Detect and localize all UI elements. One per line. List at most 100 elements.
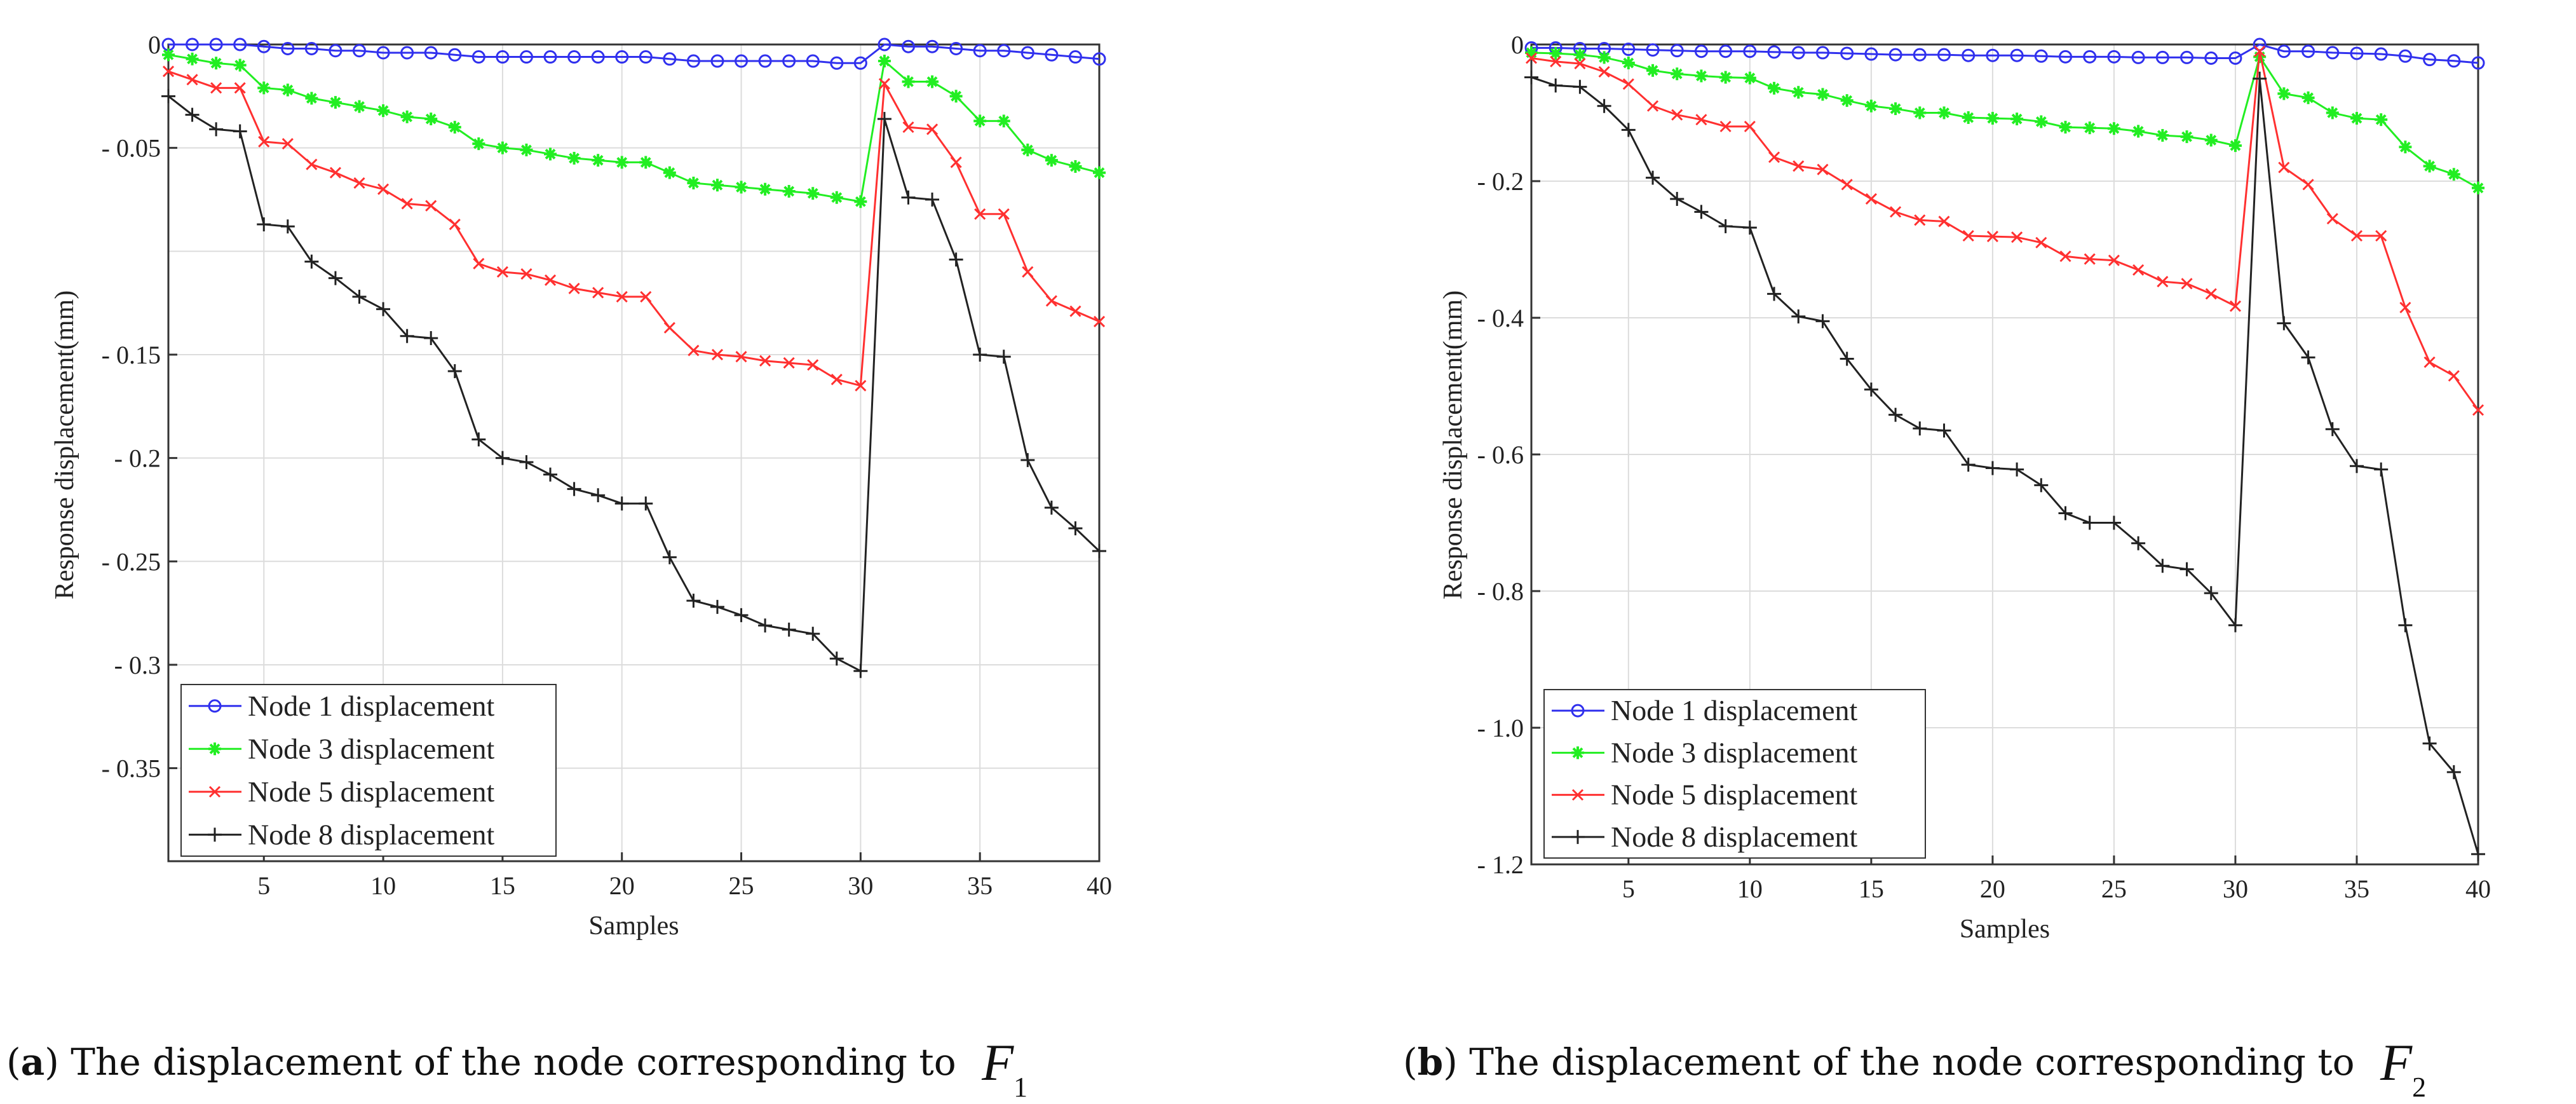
chart-a-series-3-point-17 [544, 274, 557, 286]
chart-a-series-4-point-9 [352, 289, 367, 304]
chart-a-series-2-point-17-d2 [545, 149, 556, 160]
chart-a-series-3-point-22 [663, 322, 675, 334]
chart-b-series-2-point-7-d2 [1671, 68, 1683, 79]
chart-b-series-2-point-6 [1646, 64, 1660, 77]
chart-b-series-1-point-30 [2228, 51, 2242, 65]
chart-a-series-2-point-29 [830, 191, 843, 204]
chart-a-series-2-point-28 [806, 187, 820, 200]
chart-a-ylabel: Response displacement(mm) [50, 290, 79, 599]
chart-b-series-2-point-36-d2 [2375, 114, 2387, 125]
chart-b-series-2-point-20-d2 [1987, 112, 1998, 124]
chart-b-legend-entry-2: Node 3 displacement [1552, 736, 1858, 768]
chart-b-series-4-point-4 [1597, 99, 1611, 113]
chart-b-series-4-point-3 [1573, 79, 1587, 94]
chart-b-series-2-point-21-d2 [2011, 113, 2023, 125]
chart-a-series-4-point-12 [424, 331, 438, 345]
chart-a-series-2-point-10-d2 [377, 105, 389, 116]
chart-a-series-3-point-8-d2 [329, 167, 342, 179]
chart-a-series-2-point-21-d2 [640, 157, 651, 168]
chart-b-series-2-point-12 [1792, 86, 1805, 99]
chart-b-series-3-point-21-d2 [2011, 231, 2023, 243]
chart-b-series-1-point-38 [2423, 53, 2437, 67]
chart-a-series-2-point-40 [1093, 166, 1106, 179]
chart-a-series-3-point-24 [711, 348, 724, 361]
chart-b-series-3-point-36-d2 [2375, 229, 2387, 242]
chart-a-legend-marker-4 [208, 828, 222, 842]
chart-a-series-1-point-25 [735, 54, 749, 68]
chart-a-series-3-point-33-d2 [926, 123, 939, 135]
chart-b-series-2-point-3-d2 [1574, 49, 1585, 60]
caption-b: (b) The displacement of the node corresp… [1403, 1033, 2426, 1103]
chart-a-legend-marker-2 [208, 742, 221, 756]
chart-b-series-1-point-29 [2204, 51, 2218, 65]
chart-b-series-4-point-39 [2446, 765, 2461, 779]
chart-a-series-3-point-35-d2 [974, 208, 986, 220]
chart-b-series-2-point-9 [1719, 71, 1732, 84]
chart-b-xlabel: Samples [1960, 915, 2050, 944]
chart-a-series-4-point-31 [877, 112, 891, 126]
chart-b-series-3-line [1531, 51, 2479, 411]
chart-b-series-4-point-18 [1937, 423, 1951, 438]
chart-b-series-1-point-18 [1937, 48, 1951, 62]
chart-b-series-3-point-23 [2059, 250, 2071, 262]
chart-b-series-3-point-36 [2375, 229, 2387, 242]
chart-a-series-2-point-20 [615, 156, 628, 169]
chart-a-series-2-point-14-d2 [473, 138, 484, 149]
chart-a-series-3-point-21-d2 [640, 290, 652, 303]
chart-b-series-4-point-27 [2155, 559, 2170, 573]
chart-a-series-3-point-24-d2 [711, 348, 724, 361]
chart-b-legend-box [1543, 689, 1926, 859]
chart-b-series-3-point-39 [2448, 370, 2460, 382]
chart-a-series-4-point-40 [1092, 544, 1106, 559]
chart-b-series-4-point-34 [2325, 422, 2340, 437]
chart-b-series-3-point-22-d2 [2035, 236, 2047, 249]
chart-a-series-3-point-30-d2 [855, 379, 867, 392]
chart-b-series-1-point-15 [1864, 47, 1878, 61]
chart-b-series-4-point-30 [2228, 618, 2242, 632]
chart-b-series-4-point-10 [1742, 221, 1757, 235]
chart-b-series-3-point-3-d2 [1574, 58, 1586, 70]
chart-a-series-2-point-13-d2 [449, 121, 461, 133]
chart-a-series-2-point-16 [520, 143, 533, 156]
chart-b-series-3-point-24-d2 [2084, 253, 2096, 265]
chart-a-series-2-point-10 [377, 104, 390, 118]
chart-b-series-1-point-10 [1743, 44, 1757, 58]
chart-a-series-3-point-21 [640, 290, 652, 303]
chart-a-series-2-point-38 [1045, 154, 1058, 167]
chart-a-ytick-label-2: - 0.15 [102, 341, 161, 369]
chart-b-series-4-point-32 [2277, 316, 2291, 331]
chart-a-series-2-point-5 [257, 81, 271, 95]
chart-b-ytick-label-5: - 1.0 [1477, 714, 1524, 742]
chart-b-series-2-point-39-d2 [2448, 168, 2460, 180]
chart-a-series-4-point-8 [328, 271, 342, 285]
chart-b-series-2-point-10 [1743, 71, 1756, 85]
chart-b-series-1-point-40 [2471, 56, 2485, 70]
chart-b-ylabel: Response displacement(mm) [1439, 290, 1468, 599]
chart-b-series-3-point-7-d2 [1671, 109, 1683, 121]
chart-b-series-3-point-25-d2 [2108, 254, 2120, 266]
chart-a-series-2-point-13 [448, 121, 461, 134]
chart-b-series-2-point-38-d2 [2424, 160, 2436, 172]
chart-a-legend-entry-1: Node 1 displacement [189, 690, 495, 722]
chart-a-series-4-point-25 [734, 608, 749, 622]
chart-b-series-2-point-7 [1671, 67, 1684, 81]
chart-b-series-2-point-12-d2 [1793, 86, 1804, 98]
chart-a-series-2-point-7 [305, 92, 318, 105]
chart-b-series-2-point-19-d2 [1963, 112, 1974, 123]
chart-a-legend-label-3: Node 5 displacement [248, 775, 495, 808]
chart-a-series-4-point-15 [495, 451, 510, 465]
chart-b-series-3-point-2 [1550, 55, 1562, 67]
chart-b-xtick-label-7: 40 [2465, 875, 2491, 903]
chart-a-series-4-point-26 [758, 618, 773, 633]
chart-a-ytick-label-1: - 0.05 [102, 134, 161, 163]
chart-a-series-1-point-31 [878, 37, 891, 51]
chart-a-xtick-label-0: 5 [257, 871, 270, 900]
chart-a-series-2-point-17 [544, 147, 557, 161]
chart-b-series-4-point-12 [1791, 309, 1806, 324]
chart-b-series-1-point-17 [1913, 48, 1927, 62]
chart-b-series-2-point-22-d2 [2035, 116, 2047, 127]
chart-b-series-3-point-27-d2 [2157, 275, 2169, 288]
chart-a: 5 10 15 20 25 30 35 40 0 - 0.05 - 0.15 - 0.2 - 0.25 -… [50, 31, 1112, 941]
chart-a-series-1-point-37 [1020, 46, 1034, 60]
chart-a-ytick-label-3: - 0.2 [114, 444, 161, 473]
